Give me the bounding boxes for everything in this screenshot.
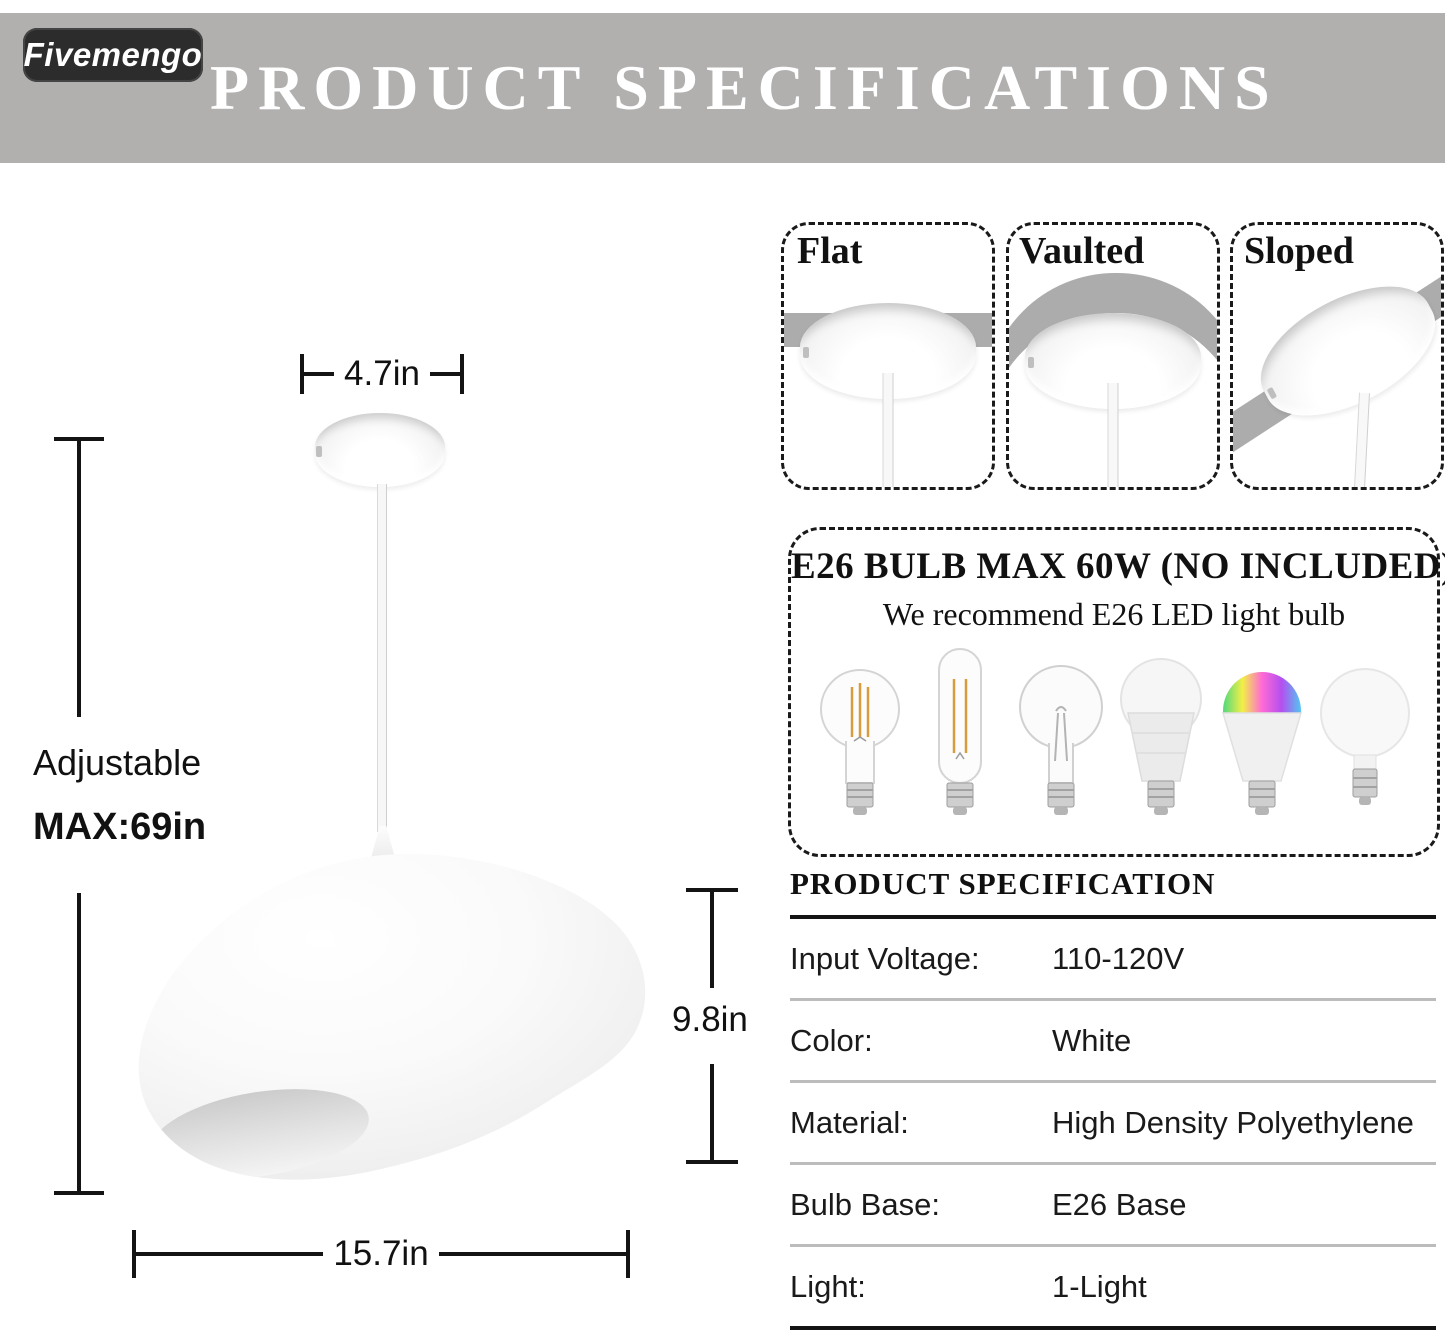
filament-tube-bulb-icon <box>938 648 983 815</box>
canopy-screw <box>1266 386 1278 400</box>
canopy-screw <box>1028 357 1034 369</box>
vaulted-ceiling-canopy-illustration <box>1009 225 1217 487</box>
dimension-tick <box>132 1230 136 1278</box>
spec-row-value: 1-Light <box>1052 1268 1147 1304</box>
page-title: PRODUCT SPECIFICATIONS <box>210 52 1279 123</box>
spec-row-value: White <box>1052 1022 1132 1058</box>
dimension-line <box>77 893 81 1193</box>
table-row: Light: 1-Light <box>790 1247 1436 1330</box>
dimension-cap <box>686 1160 738 1164</box>
pendant-cord <box>1107 383 1119 487</box>
adjustable-label: Adjustable <box>33 742 202 783</box>
frosted-globe-bulb-icon <box>1319 668 1410 805</box>
dimension-tick <box>626 1230 630 1278</box>
table-row: Bulb Base: E26 Base <box>790 1165 1436 1247</box>
bulb-recommendation-box: E26 BULB MAX 60W (NO INCLUDED) We recomm… <box>788 527 1445 857</box>
shade-width-label: 15.7in <box>333 1234 429 1273</box>
spec-table-rule <box>790 915 1436 919</box>
dimension-line <box>438 1252 626 1256</box>
spec-row-label: Color: <box>790 1022 873 1058</box>
flat-ceiling-canopy-illustration <box>784 225 992 487</box>
mount-type-sloped: Sloped <box>1230 222 1444 490</box>
header-banner: Fivemengo PRODUCT SPECIFICATIONS <box>0 13 1445 163</box>
canopy-screw <box>316 445 322 457</box>
bulb-box-title: E26 BULB MAX 60W (NO INCLUDED) <box>791 546 1445 587</box>
dimension-line <box>77 437 81 717</box>
table-row: Color: White <box>790 1001 1436 1083</box>
dimension-line <box>136 1252 324 1256</box>
dimension-cap <box>54 1191 104 1195</box>
pendant-cord <box>882 373 894 487</box>
pendant-cord <box>377 484 387 832</box>
canopy-width-label: 4.7in <box>344 354 420 393</box>
table-row: Material: High Density Polyethylene <box>790 1083 1436 1165</box>
dimension-line <box>710 888 714 988</box>
brand-name: Fivemengo <box>23 36 203 73</box>
spec-table-title: PRODUCT SPECIFICATION <box>790 866 1216 901</box>
ceiling-canopy <box>315 413 445 487</box>
spec-row-label: Material: <box>790 1104 909 1140</box>
filament-a19-bulb-icon <box>820 669 900 815</box>
mount-type-label: Sloped <box>1244 230 1354 272</box>
table-row: Input Voltage: 110-120V <box>790 919 1436 1001</box>
mount-type-label: Vaulted <box>1019 230 1145 272</box>
lamp-shade-opening <box>151 1089 369 1179</box>
spec-row-label: Light: <box>790 1268 866 1304</box>
mount-type-vaulted: Vaulted <box>1006 222 1220 490</box>
white-led-bulb-icon <box>1120 658 1203 815</box>
bulb-row <box>791 633 1437 821</box>
spec-row-label: Bulb Base: <box>790 1186 940 1222</box>
dimension-line <box>710 1064 714 1164</box>
dimension-line <box>429 372 460 376</box>
shade-width-dimension: 15.7in <box>132 1228 630 1280</box>
rgb-smart-bulb-icon <box>1221 672 1302 815</box>
bulb-box-subtitle: We recommend E26 LED light bulb <box>882 596 1346 632</box>
canopy-width-dimension: 4.7in <box>300 353 464 395</box>
brand-logo: Fivemengo <box>23 28 203 82</box>
spec-row-label: Input Voltage: <box>790 940 980 976</box>
canopy-screw <box>803 347 809 359</box>
shade-height-label: 9.8in <box>672 1000 748 1039</box>
spec-row-value: High Density Polyethylene <box>1052 1104 1414 1140</box>
dimension-tick <box>460 354 464 394</box>
pendant-cord <box>1353 392 1370 487</box>
mount-type-label: Flat <box>797 230 863 272</box>
spec-row-value: E26 Base <box>1052 1186 1187 1222</box>
max-drop-label: MAX:69in <box>33 806 207 848</box>
dimension-line <box>304 372 335 376</box>
dimension-tick <box>300 354 304 394</box>
clear-incandescent-bulb-icon <box>1018 665 1103 815</box>
mount-type-flat: Flat <box>781 222 995 490</box>
spec-table: PRODUCT SPECIFICATION Input Voltage: 110… <box>790 866 1436 1330</box>
lamp-shade <box>138 853 646 1180</box>
spec-row-value: 110-120V <box>1052 940 1185 976</box>
